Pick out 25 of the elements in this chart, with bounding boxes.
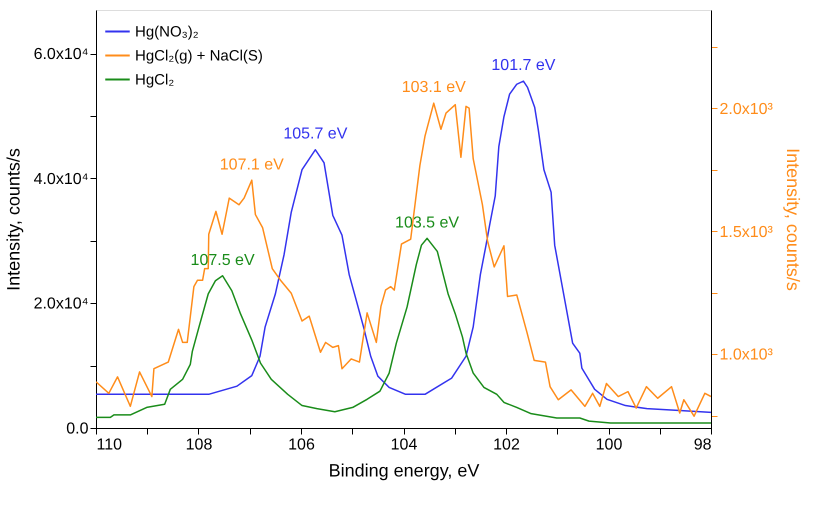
- x-tick-label: 110: [96, 436, 122, 454]
- annotation: 103.1 eV: [402, 78, 466, 96]
- y-tick-label: 0.0: [66, 420, 89, 438]
- x-tick-label: 98: [694, 436, 712, 454]
- x-tick-label: 108: [186, 436, 212, 454]
- annotation: 105.7 eV: [283, 126, 348, 143]
- legend-label: HgCl₂(g) + NaCl(S): [135, 48, 263, 64]
- y2-tick-label: 2.0x10³: [720, 100, 774, 118]
- y-tick-label: 2.0x10⁴: [34, 296, 89, 313]
- x-tick-label: 104: [390, 436, 418, 454]
- legend-label: Hg(NO₃)₂: [135, 24, 199, 40]
- y-tick-label: 4.0x10⁴: [34, 170, 89, 188]
- line-series: [96, 238, 711, 424]
- annotation: 107.1 eV: [220, 156, 284, 174]
- x-axis-title: Binding energy, eV: [328, 460, 480, 480]
- annotation: 101.7 eV: [491, 57, 556, 74]
- y2-tick-label: 1.5x10³: [720, 224, 774, 241]
- y-tick-label: 6.0x10⁴: [34, 46, 89, 64]
- y2-axis-title: Intensity, counts/s: [782, 148, 803, 291]
- y-axis-title: Intensity, counts/s: [4, 148, 24, 291]
- legend-label: HgCl₂: [135, 72, 174, 88]
- x-tick-label: 106: [288, 436, 315, 454]
- x-tick-label: 100: [596, 436, 622, 454]
- x-tick-label: 102: [493, 436, 520, 454]
- y2-tick-label: 1.0x10³: [720, 346, 774, 364]
